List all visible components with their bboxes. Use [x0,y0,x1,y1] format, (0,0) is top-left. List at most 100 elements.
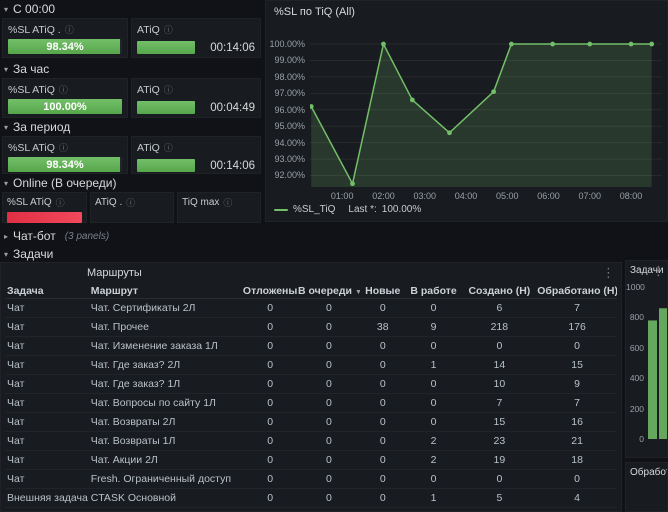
info-icon[interactable]: ⓘ [163,143,173,153]
column-header-5[interactable]: В работе [410,284,457,297]
table-cell: 0 [496,473,503,485]
chevron-down-icon: ▾ [4,122,9,132]
row-toggle-period[interactable]: ▾ За период [4,120,70,134]
table-row: Чат Чат. Где заказ? 2Л 0 0 0 1 14 15 [5,356,617,375]
column-header-1[interactable]: Маршрут [90,284,138,297]
table-cell: 176 [568,321,586,333]
sort-icon: ▼ [355,289,360,296]
table-cell: 0 [326,435,332,447]
y-axis-label: 1000 [626,282,645,292]
row-toggle-hour[interactable]: ▾ За час [4,62,49,76]
chart-legend: %SL_TiQ Last *: 100.00% [274,204,421,215]
row-toggle-online[interactable]: ▾ Online (В очереди) [4,176,117,190]
x-axis-label: 06:00 [537,191,560,201]
y-axis-label: 600 [629,342,644,353]
panel-title[interactable]: Маршруты [87,267,142,279]
table-cell: 0 [326,321,332,333]
table-cell: Чат [7,359,25,371]
y-axis-label: 96.00% [274,104,305,115]
table-cell: 0 [326,397,332,409]
panel-title[interactable]: %SL ATiQ [8,141,55,154]
panel-menu-icon[interactable]: ⋮ [602,265,615,280]
stat-value: 98.34% [46,158,84,171]
table-cell: 0 [430,397,437,409]
info-icon[interactable]: ⓘ [55,198,65,208]
x-axis-label: 01:00 [330,191,354,201]
timeseries-plot [310,41,662,187]
column-header-3[interactable]: В очереди▼ [298,285,360,297]
column-header-4[interactable]: Новые [365,284,401,297]
table-cell: Чат [7,302,25,314]
y-axis-label: 97.00% [274,88,305,99]
column-header-6[interactable]: Создано (Н) [468,284,531,297]
x-axis-label: 02:00 [372,191,395,201]
panel-title[interactable]: Задачи (All [630,265,667,276]
panel-processing: Обработка [625,462,668,512]
table-body: Чат Чат. Сертификаты 2Л 0 0 0 0 6 7 Чат Чат. Проч… [5,299,617,511]
panel-title[interactable]: %SL ATiQ [8,83,55,96]
table-cell: 0 [379,473,386,485]
y-axis-label: 95.00% [274,121,305,132]
info-icon[interactable]: ⓘ [64,25,74,35]
y-axis-label: 99.00% [274,55,305,66]
table-cell: 2 [430,454,437,466]
panel-title[interactable]: %SL по TiQ (All) [274,6,355,18]
row-title: За период [13,120,71,134]
panel-title[interactable]: TiQ max [182,197,220,208]
y-axis-label: 400 [629,373,644,384]
info-icon[interactable]: ⓘ [58,85,68,95]
column-header-2[interactable]: Отложены [242,284,298,297]
stat-value: 00:04:49 [210,101,255,114]
table-cell: 0 [430,302,437,314]
panel-title[interactable]: ATiQ [137,23,160,36]
row-panel-count: (3 panels) [64,230,110,242]
table-cell: 0 [267,454,274,466]
table-cell: 0 [430,378,437,390]
table-cell: 0 [326,378,332,390]
info-icon[interactable]: ⓘ [163,85,173,95]
row-title: Online (В очереди) [13,176,117,190]
table-cell: 0 [574,473,581,485]
table-cell: 5 [496,492,503,504]
info-icon[interactable]: ⓘ [126,198,136,208]
table-cell: 0 [267,492,274,504]
panel-title[interactable]: ATiQ [137,141,160,154]
panel-title[interactable]: ATiQ . [95,197,123,208]
table-row: Чат Fresh. Ограниченный доступ 0 0 0 0 0 0 [5,470,617,489]
info-icon[interactable]: ⓘ [223,198,233,208]
table-cell: 23 [493,435,506,447]
legend-series-name[interactable]: %SL_TiQ [293,204,336,215]
panel-atiq-period: ATiQ ⓘ 00:14:06 [131,136,261,174]
table-cell: 19 [493,454,506,466]
panel-title[interactable]: %SL ATiQ [7,197,52,208]
table-cell: Чат. Где заказ? 1Л [90,378,181,390]
table-cell: 0 [267,473,274,485]
table-cell: Чат. Акции 2Л [90,454,158,466]
chevron-down-icon: ▾ [4,4,9,14]
table-cell: 0 [267,378,274,390]
row-toggle-chatbot[interactable]: ▸ Чат-бот (3 panels) [4,229,109,243]
table-cell: Чат. Прочее [90,321,149,333]
info-icon[interactable]: ⓘ [163,25,173,35]
row-toggle-s0000[interactable]: ▾ С 00:00 [4,2,55,16]
row-title: За час [13,62,50,76]
panel-title[interactable]: Обработка [630,467,667,478]
table-cell: 0 [379,378,386,390]
column-header-7[interactable]: Обработано (Н) [537,284,617,297]
panel-sl-tiq-chart: %SL по TiQ (All) %SL_TiQ Last *: 100.00%… [265,0,668,222]
stat-value: 00:14:06 [210,159,255,172]
table-cell: 0 [379,397,386,409]
info-icon[interactable]: ⓘ [58,143,68,153]
panel-sl-atiq-online: %SL ATiQ ⓘ [2,192,87,223]
bar-gauge [7,212,82,223]
table-cell: 0 [267,302,274,314]
panel-menu-icon[interactable]: ⋮ [652,263,665,278]
column-header-0[interactable]: Задача [7,284,44,297]
table-cell: 0 [430,416,437,428]
table-cell: 6 [496,302,503,314]
panel-title[interactable]: ATiQ [137,83,160,96]
row-toggle-tasks[interactable]: ▾ Задачи [4,247,53,261]
panel-title[interactable]: %SL ATiQ . [8,23,61,36]
table-cell: 0 [267,397,274,409]
